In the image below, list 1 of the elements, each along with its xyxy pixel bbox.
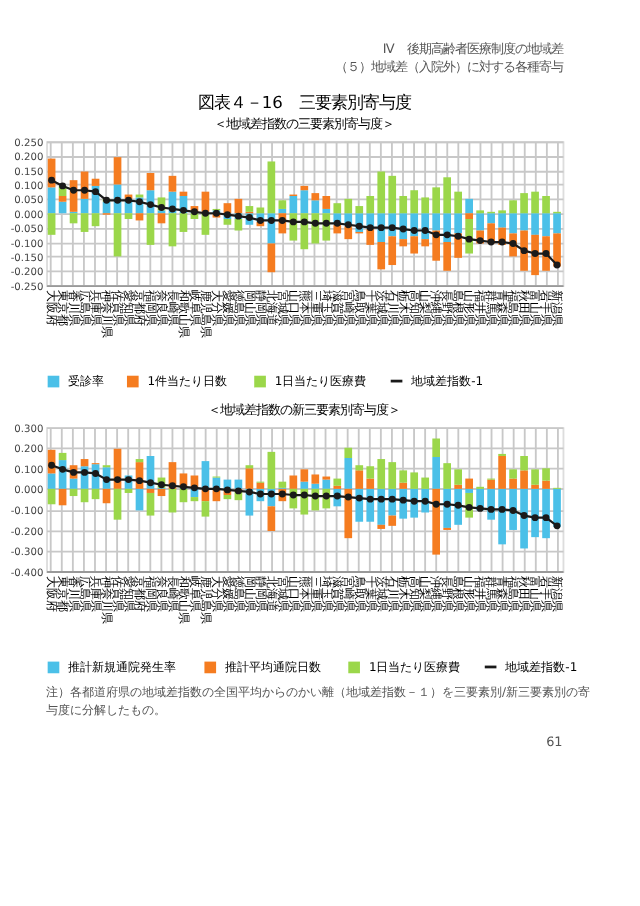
- chart-title: 図表４－16 三要素別寄与度: [197, 92, 411, 113]
